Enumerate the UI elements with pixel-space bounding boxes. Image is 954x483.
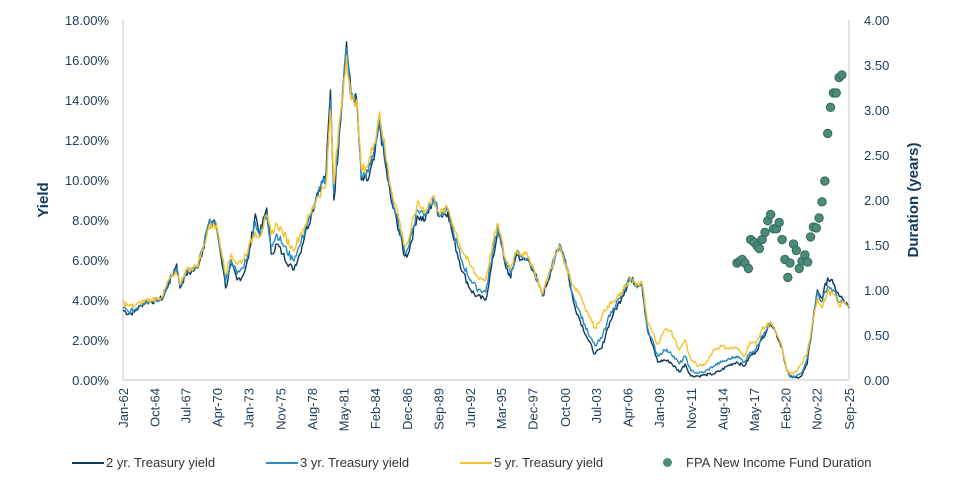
x-tick-label: Aug-14 — [716, 388, 731, 430]
y2-tick-label: 0.50 — [864, 328, 889, 343]
x-tick-label: Oct-64 — [147, 388, 162, 427]
y2-axis-ticks: 0.00 0.50 1.00 1.50 2.00 2.50 3.00 3.50 4.00 — [864, 13, 889, 388]
y2-tick-label: 4.00 — [864, 13, 889, 28]
x-tick-label: Aug-78 — [305, 388, 320, 430]
duration-point — [783, 272, 793, 283]
x-axis-ticks: Jan-62 Oct-64 Jul-67 Apr-70 Jan-73 Nov-75 Aug-… — [116, 388, 857, 431]
duration-point — [817, 197, 827, 207]
legend-swatch-3yr — [266, 461, 298, 464]
y-tick-label: 6.00% — [72, 253, 109, 268]
y-axis-ticks: 0.00% 2.00% 4.00% 6.00% 8.00% 10.00% 12.00% 14.… — [65, 13, 110, 388]
x-tick-label: May-17 — [747, 388, 762, 431]
x-tick-label: Mar-95 — [494, 388, 509, 429]
duration-point — [785, 258, 795, 268]
x-tick-label: Sep-25 — [842, 388, 857, 430]
duration-point — [823, 128, 833, 139]
series-line-3yr — [122, 47, 850, 378]
y2-tick-label: 3.50 — [864, 58, 889, 73]
duration-point — [777, 234, 787, 245]
y-tick-label: 0.00% — [72, 373, 109, 388]
y-tick-label: 12.00% — [65, 133, 110, 148]
duration-point — [754, 243, 764, 254]
y2-tick-label: 2.50 — [864, 148, 889, 163]
duration-point — [760, 227, 770, 238]
y2-tick-label: 1.00 — [864, 283, 889, 298]
x-tick-label: Feb-84 — [368, 388, 383, 429]
y2-tick-label: 3.00 — [864, 103, 889, 118]
duration-point — [774, 217, 784, 228]
x-tick-label: Dec-97 — [526, 388, 541, 430]
series-line-4yr — [122, 55, 850, 375]
x-tick-label: Jan-73 — [241, 388, 256, 428]
x-tick-label: Dec-86 — [400, 388, 415, 430]
legend-item-2yr: 2 yr. Treasury yield — [72, 455, 215, 470]
legend-item-duration: FPA New Income Fund Duration — [663, 455, 871, 470]
y-tick-label: 14.00% — [65, 93, 110, 108]
x-tick-label: Apr-06 — [621, 388, 636, 427]
y-tick-label: 18.00% — [65, 13, 110, 28]
plot-frame — [122, 20, 850, 381]
legend-label-duration: FPA New Income Fund Duration — [686, 455, 872, 470]
legend-item-5yr: 5 yr. Treasury yield — [460, 455, 603, 470]
y-tick-label: 16.00% — [65, 53, 110, 68]
duration-point — [743, 263, 754, 274]
series-line-2yr — [122, 41, 850, 379]
legend-swatch-2yr — [72, 461, 104, 464]
duration-point — [766, 209, 776, 220]
x-tick-label: Nov-75 — [274, 388, 289, 430]
y2-tick-label: 2.00 — [864, 193, 889, 208]
legend: 2 yr. Treasury yield 3 yr. Treasury yiel… — [0, 455, 954, 475]
duration-point — [803, 257, 813, 267]
x-tick-label: Nov-11 — [684, 388, 699, 429]
duration-point — [831, 88, 841, 98]
x-tick-label: Jun-92 — [463, 388, 478, 428]
duration-point — [805, 232, 816, 242]
duration-point — [811, 223, 821, 233]
duration-point — [791, 245, 801, 256]
x-tick-label: Nov-22 — [810, 388, 825, 430]
y-tick-label: 10.00% — [65, 173, 110, 188]
y2-tick-label: 0.00 — [864, 373, 889, 388]
series-lines — [122, 41, 850, 379]
y-tick-label: 2.00% — [72, 333, 109, 348]
x-tick-label: Apr-70 — [210, 388, 225, 427]
x-tick-label: Sep-89 — [432, 388, 447, 430]
x-tick-label: Jul-03 — [589, 388, 604, 423]
duration-point — [820, 176, 830, 186]
x-tick-label: Feb-20 — [778, 388, 793, 429]
y-axis-title: Yield — [35, 182, 52, 217]
y2-axis-title: Duration (years) — [905, 142, 922, 257]
legend-swatch-5yr — [460, 461, 492, 464]
x-tick-label: May-81 — [336, 388, 351, 431]
y-tick-label: 8.00% — [72, 213, 109, 228]
x-tick-label: Oct-00 — [558, 388, 573, 427]
duration-point — [825, 102, 836, 113]
legend-label-3yr: 3 yr. Treasury yield — [300, 455, 410, 470]
legend-item-3yr: 3 yr. Treasury yield — [266, 455, 409, 470]
y-tick-label: 4.00% — [72, 293, 109, 308]
y2-tick-label: 1.50 — [864, 238, 889, 253]
x-tick-label: Jan-09 — [652, 388, 667, 428]
scatter-points — [732, 70, 847, 283]
legend-swatch-duration — [663, 458, 672, 467]
x-tick-label: Jan-62 — [116, 388, 131, 428]
x-tick-label: Jul-67 — [179, 388, 194, 423]
duration-point — [837, 70, 847, 80]
legend-label-5yr: 5 yr. Treasury yield — [494, 455, 604, 470]
legend-label-2yr: 2 yr. Treasury yield — [106, 455, 216, 470]
duration-point — [814, 213, 824, 223]
